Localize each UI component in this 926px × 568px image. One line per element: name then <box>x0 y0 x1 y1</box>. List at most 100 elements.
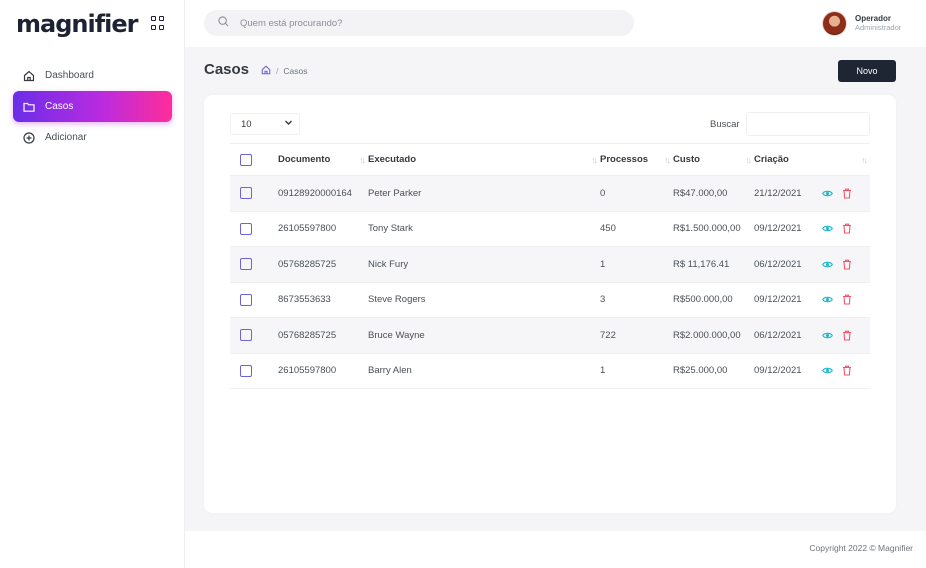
cell-executado: Peter Parker <box>368 175 600 212</box>
row-select-cell <box>230 246 278 283</box>
column-header-processos[interactable]: Processos ↑↓ <box>600 143 673 176</box>
breadcrumb-item: Casos <box>283 66 308 76</box>
row-checkbox[interactable] <box>240 364 252 377</box>
chevron-down-icon <box>284 118 293 130</box>
sidebar-item-label: Casos <box>45 101 74 112</box>
plus-circle-icon <box>23 131 35 144</box>
user-menu[interactable]: Operador Administrador <box>822 11 901 36</box>
row-select-cell <box>230 353 278 389</box>
view-icon[interactable] <box>822 294 833 305</box>
column-header-documento[interactable]: Documento ↑↓ <box>278 143 368 176</box>
table-row[interactable]: 05768285725 Bruce Wayne 722 R$2.000.000,00 0… <box>230 317 870 354</box>
cell-criacao: 09/12/2021 <box>754 282 816 318</box>
cell-documento: 05768285725 <box>278 317 368 354</box>
cell-custo: R$500.000,00 <box>673 282 754 318</box>
logo[interactable]: magnifier <box>16 9 138 38</box>
cell-executado: Tony Stark <box>368 211 600 247</box>
logo-row: magnifier <box>0 0 184 47</box>
cell-documento: 26105597800 <box>278 211 368 247</box>
table-header-row: Documento ↑↓ Executado ↑↓ Processos ↑↓ Cust… <box>230 143 870 176</box>
cell-actions <box>816 246 870 283</box>
breadcrumb-home-icon[interactable] <box>261 65 271 77</box>
search-input[interactable] <box>240 17 600 29</box>
cell-criacao: 21/12/2021 <box>754 175 816 212</box>
cell-executado: Steve Rogers <box>368 282 600 318</box>
sidebar-item-casos[interactable]: Casos <box>13 91 172 122</box>
row-select-cell <box>230 211 278 247</box>
row-checkbox[interactable] <box>240 222 252 235</box>
search-icon <box>218 14 229 32</box>
delete-icon[interactable] <box>842 294 852 305</box>
sidebar-item-dashboard[interactable]: Dashboard <box>13 60 172 91</box>
delete-icon[interactable] <box>842 223 852 234</box>
column-label: Executado <box>368 154 417 165</box>
cell-processos: 1 <box>600 246 673 283</box>
cell-processos: 3 <box>600 282 673 318</box>
folder-icon <box>23 101 35 113</box>
cell-actions <box>816 317 870 354</box>
cell-processos: 450 <box>600 211 673 247</box>
apps-grid-icon[interactable] <box>151 16 165 30</box>
cell-custo: R$ 11,176.41 <box>673 246 754 283</box>
table-row[interactable]: 09128920000164 Peter Parker 0 R$47.000,00 21… <box>230 175 870 212</box>
cell-processos: 1 <box>600 353 673 389</box>
cell-actions <box>816 175 870 212</box>
table-row[interactable]: 26105597800 Barry Alen 1 R$25.000,00 09/12/2… <box>230 353 870 389</box>
delete-icon[interactable] <box>842 188 852 199</box>
sidebar-item-label: Dashboard <box>45 70 94 81</box>
home-icon <box>23 70 35 82</box>
footer: Copyright 2022 © Magnifier <box>185 531 926 568</box>
delete-icon[interactable] <box>842 330 852 341</box>
cell-executado: Barry Alen <box>368 353 600 389</box>
sort-icon: ↑↓ <box>591 155 598 165</box>
column-header-executado[interactable]: Executado ↑↓ <box>368 143 600 176</box>
cell-processos: 722 <box>600 317 673 354</box>
page-length-value: 10 <box>241 118 252 130</box>
cell-custo: R$25.000,00 <box>673 353 754 389</box>
sidebar-item-adicionar[interactable]: Adicionar <box>13 122 172 153</box>
cases-table: Documento ↑↓ Executado ↑↓ Processos ↑↓ Cust… <box>230 143 870 389</box>
table-row[interactable]: 05768285725 Nick Fury 1 R$ 11,176.41 06/12/2… <box>230 246 870 283</box>
breadcrumb: / Casos <box>261 65 307 77</box>
row-checkbox[interactable] <box>240 258 252 271</box>
select-all-checkbox[interactable] <box>240 153 252 166</box>
column-header-criacao[interactable]: Criação <box>754 143 816 176</box>
delete-icon[interactable] <box>842 259 852 270</box>
cell-documento: 26105597800 <box>278 353 368 389</box>
column-label: Documento <box>278 154 331 165</box>
copyright-text: Copyright 2022 © Magnifier <box>809 543 913 553</box>
cell-criacao: 09/12/2021 <box>754 211 816 247</box>
new-case-button[interactable]: Novo <box>838 60 896 82</box>
view-icon[interactable] <box>822 223 833 234</box>
cell-criacao: 09/12/2021 <box>754 353 816 389</box>
column-header-custo[interactable]: Custo ↑↓ <box>673 143 754 176</box>
cell-executado: Bruce Wayne <box>368 317 600 354</box>
row-checkbox[interactable] <box>240 329 252 342</box>
page-length-select[interactable]: 10 <box>230 113 300 135</box>
view-icon[interactable] <box>822 365 833 376</box>
cell-actions <box>816 353 870 389</box>
user-role: Administrador <box>855 22 902 32</box>
column-label: Processos <box>600 154 649 165</box>
table-search-input[interactable] <box>746 112 870 136</box>
table-search-label: Buscar <box>710 119 740 130</box>
delete-icon[interactable] <box>842 365 852 376</box>
cell-documento: 8673553633 <box>278 282 368 318</box>
cell-executado: Nick Fury <box>368 246 600 283</box>
sidebar-nav: Dashboard Casos Adicionar <box>0 60 185 153</box>
table-row[interactable]: 26105597800 Tony Stark 450 R$1.500.000,00 09… <box>230 211 870 247</box>
cell-criacao: 06/12/2021 <box>754 317 816 354</box>
row-checkbox[interactable] <box>240 293 252 306</box>
cell-criacao: 06/12/2021 <box>754 246 816 283</box>
view-icon[interactable] <box>822 330 833 341</box>
column-header-actions[interactable]: ↑↓ <box>816 143 870 176</box>
topbar: Operador Administrador <box>185 0 926 47</box>
select-all-header <box>230 143 278 176</box>
table-row[interactable]: 8673553633 Steve Rogers 3 R$500.000,00 09/12… <box>230 282 870 318</box>
row-checkbox[interactable] <box>240 187 252 200</box>
cell-actions <box>816 282 870 318</box>
view-icon[interactable] <box>822 259 833 270</box>
sort-icon: ↑↓ <box>359 155 366 165</box>
view-icon[interactable] <box>822 188 833 199</box>
sidebar-item-label: Adicionar <box>45 132 87 143</box>
